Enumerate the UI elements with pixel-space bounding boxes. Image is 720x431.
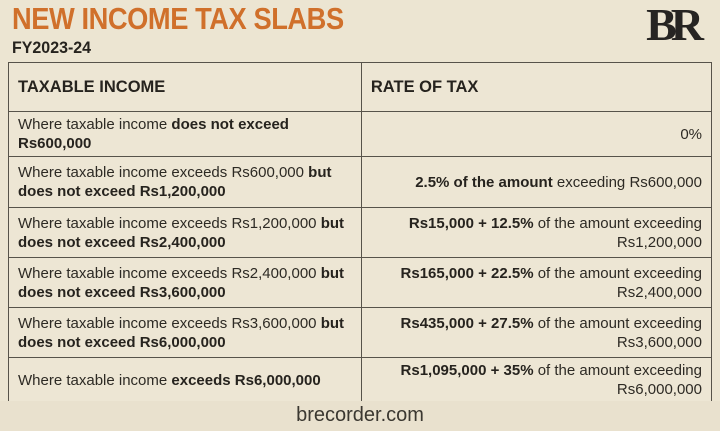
income-cell: Where taxable income exceeds Rs6,000,000 (8, 357, 362, 404)
rate-cell: Rs1,095,000 + 35% of the amount exceedin… (360, 357, 713, 404)
income-text: Where taxable income exceeds Rs1,200,000 (18, 214, 321, 232)
table-row: Where taxable income exceeds Rs600,000 b… (8, 156, 713, 209)
income-text: Where taxable income exceeds Rs600,000 (18, 164, 309, 182)
income-cell: Where taxable income exceeds Rs1,200,000… (8, 207, 362, 259)
rate-text-bold: Rs1,095,000 + 35% (400, 362, 534, 380)
page-title: NEW INCOME TAX SLABS (12, 1, 344, 36)
income-text-bold: exceeds Rs6,000,000 (171, 371, 321, 389)
tax-slabs-table: TAXABLE INCOME RATE OF TAX Where taxable… (8, 62, 713, 404)
income-text-bold: does not exceed Rs600,000 (18, 116, 289, 153)
rate-text: 0% (680, 125, 702, 143)
rate-text-bold: Rs15,000 + 12.5% (408, 214, 534, 232)
table-header-row: TAXABLE INCOME RATE OF TAX (8, 62, 713, 112)
rate-cell: 0% (360, 110, 713, 158)
income-text-bold: but does not exceed Rs2,400,000 (18, 214, 345, 251)
rate-cell: 2.5% of the amount exceeding Rs600,000 (360, 156, 713, 209)
income-text-bold: but does not exceed Rs3,600,000 (18, 264, 345, 301)
rate-text: of the amount exceeding Rs2,400,000 (533, 264, 702, 301)
br-logo: BR (646, 0, 704, 50)
rate-text-bold: 2.5% of the amount (415, 173, 553, 191)
fiscal-year-subtitle: FY2023-24 (12, 37, 92, 57)
table-row: Where taxable income does not exceed Rs6… (8, 110, 713, 158)
column-header-rate-of-tax: RATE OF TAX (360, 62, 713, 112)
income-cell: Where taxable income does not exceed Rs6… (8, 110, 362, 158)
rate-text-bold: Rs435,000 + 27.5% (400, 314, 534, 332)
rate-text: of the amount exceeding Rs1,200,000 (533, 214, 702, 251)
column-header-taxable-income: TAXABLE INCOME (8, 62, 362, 112)
income-text-bold: but does not exceed Rs6,000,000 (18, 314, 345, 351)
income-cell: Where taxable income exceeds Rs2,400,000… (8, 257, 362, 309)
rate-text: of the amount exceeding Rs6,000,000 (533, 362, 702, 399)
rate-text: of the amount exceeding Rs3,600,000 (533, 314, 702, 351)
rate-cell: Rs15,000 + 12.5% of the amount exceeding… (360, 207, 713, 259)
income-text: Where taxable income exceeds Rs2,400,000 (18, 264, 321, 282)
income-cell: Where taxable income exceeds Rs3,600,000… (8, 307, 362, 359)
income-text: Where taxable income exceeds Rs3,600,000 (18, 314, 321, 332)
rate-text: exceeding Rs600,000 (552, 173, 702, 191)
income-cell: Where taxable income exceeds Rs600,000 b… (8, 156, 362, 209)
table-row: Where taxable income exceeds Rs1,200,000… (8, 207, 713, 259)
income-text: Where taxable income (18, 116, 172, 133)
masthead: NEW INCOME TAX SLABS FY2023-24 (12, 1, 389, 58)
rate-text-bold: Rs165,000 + 22.5% (400, 264, 534, 282)
table-row: Where taxable income exceeds Rs3,600,000… (8, 307, 713, 359)
rate-cell: Rs165,000 + 22.5% of the amount exceedin… (360, 257, 713, 309)
income-text-bold: but does not exceed Rs1,200,000 (18, 164, 332, 201)
rate-cell: Rs435,000 + 27.5% of the amount exceedin… (360, 307, 713, 359)
table-row: Where taxable income exceeds Rs2,400,000… (8, 257, 713, 309)
table-row: Where taxable income exceeds Rs6,000,000… (8, 357, 713, 404)
income-text: Where taxable income (18, 371, 172, 389)
footer-website: brecorder.com (0, 401, 720, 431)
